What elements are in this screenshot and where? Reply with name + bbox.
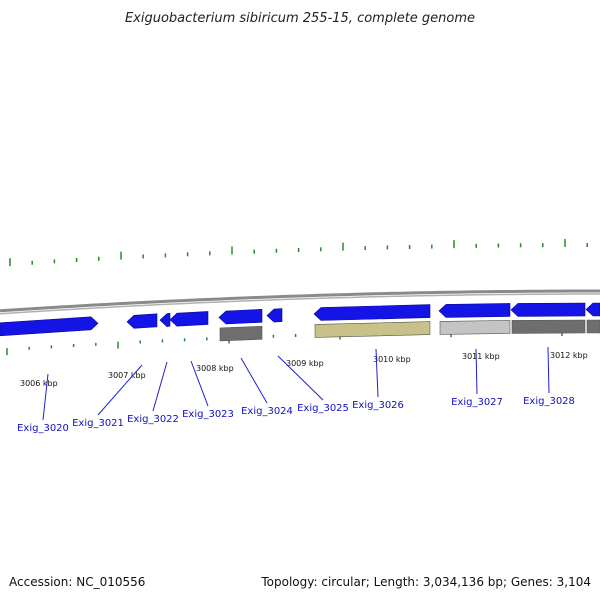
- gene-label[interactable]: Exig_3020: [17, 423, 69, 434]
- position-label: 3012 kbp: [550, 351, 588, 360]
- position-labels: 3006 kbp 3007 kbp 3008 kbp 3009 kbp 3010 kbp…: [20, 351, 588, 388]
- outer-tick-marks: [9, 239, 588, 267]
- position-label: 3007 kbp: [108, 371, 146, 380]
- gene-label[interactable]: Exig_3022: [127, 414, 179, 425]
- backbone-inner-line: [0, 293, 600, 315]
- position-label: 3006 kbp: [20, 379, 58, 388]
- gene-label[interactable]: Exig_3027: [451, 397, 503, 408]
- gene-arrow[interactable]: [510, 302, 586, 317]
- gene-label-connector: [97, 364, 143, 416]
- position-label: 3008 kbp: [196, 364, 234, 373]
- position-label: 3011 kbp: [462, 352, 500, 361]
- gene-arrow[interactable]: [169, 311, 209, 327]
- feature-block-gray: [219, 325, 263, 342]
- gene-arrow[interactable]: [438, 303, 511, 318]
- gene-label-connector: [375, 348, 379, 398]
- genome-title: Exiguobacterium sibiricum 255-15, comple…: [125, 11, 475, 26]
- genome-backbone: [0, 289, 600, 315]
- gene-label[interactable]: Exig_3028: [523, 396, 575, 407]
- gene-label[interactable]: Exig_3026: [352, 400, 404, 411]
- feature-block-gray: [586, 319, 600, 334]
- gene-labels: Exig_3020 Exig_3021 Exig_3022 Exig_3023 Exig…: [17, 346, 575, 434]
- gene-label[interactable]: Exig_3025: [297, 403, 349, 414]
- gene-label[interactable]: Exig_3024: [241, 406, 293, 417]
- accession-text: Accession: NC_010556: [9, 575, 145, 589]
- backbone-outer-line: [0, 289, 600, 313]
- gene-track: [0, 302, 600, 337]
- genome-summary-text: Topology: circular; Length: 3,034,136 bp…: [260, 575, 591, 589]
- gene-arrow[interactable]: [159, 312, 171, 327]
- feature-block-khaki: [314, 321, 431, 338]
- gene-label[interactable]: Exig_3023: [182, 409, 234, 420]
- gene-label-connector: [152, 361, 168, 412]
- gene-label-connector: [190, 360, 209, 407]
- gene-arrow[interactable]: [0, 316, 99, 337]
- gene-label-connector: [547, 346, 550, 394]
- gene-arrow[interactable]: [266, 308, 283, 323]
- gene-label-connector: [240, 357, 268, 404]
- gene-arrow[interactable]: [313, 304, 431, 321]
- gene-label-connector: [42, 373, 49, 421]
- gene-arrow[interactable]: [126, 313, 158, 329]
- gene-arrow[interactable]: [218, 308, 263, 325]
- gene-label-connector: [277, 355, 324, 401]
- feature-track: [219, 319, 600, 342]
- feature-block-gray: [511, 319, 586, 334]
- gene-label-connector: [475, 348, 478, 395]
- position-label: 3010 kbp: [373, 355, 411, 364]
- gene-label[interactable]: Exig_3021: [72, 418, 124, 429]
- feature-block-lightgray: [439, 320, 511, 335]
- gene-arrow[interactable]: [585, 302, 600, 317]
- position-label: 3009 kbp: [286, 359, 324, 368]
